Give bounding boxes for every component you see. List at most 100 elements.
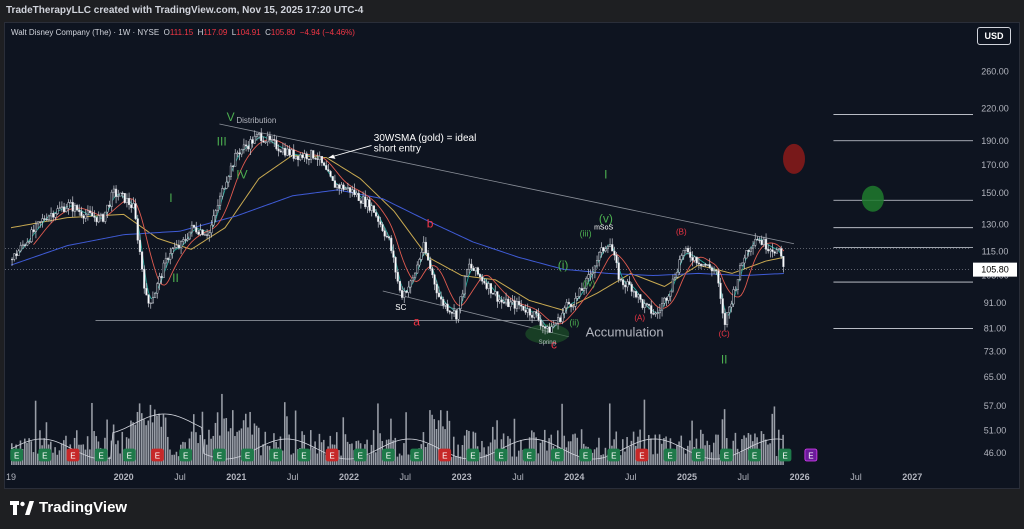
candle-body: [106, 204, 109, 213]
candle-body: [281, 148, 284, 153]
volume-bar: [80, 444, 82, 465]
volume-bar: [405, 412, 407, 465]
candle-body: [537, 313, 540, 321]
candle-body: [600, 247, 603, 253]
candle-body: [60, 206, 63, 208]
volume-bar: [468, 430, 470, 465]
volume-bar: [262, 444, 264, 465]
volume-bar: [747, 433, 750, 465]
earnings-marker: [494, 448, 508, 462]
volume-bar: [138, 403, 141, 465]
volume-bar: [264, 431, 267, 465]
tradingview-logo[interactable]: TradingView: [10, 499, 127, 516]
candle-body: [697, 262, 700, 265]
price-tick-label: 115.00: [982, 246, 1009, 256]
earnings-marker-label: E: [42, 452, 47, 461]
chart-panel[interactable]: Walt Disney Company (The) · 1W · NYSE O1…: [4, 22, 1020, 489]
candle-body: [383, 230, 386, 237]
candle-body: [775, 249, 778, 254]
volume-bar: [136, 411, 139, 465]
volume-bar: [106, 419, 108, 465]
volume-bar: [208, 429, 210, 465]
candle-body: [463, 276, 466, 295]
candle-body: [563, 307, 566, 314]
volume-bar: [459, 456, 462, 465]
volume-bar: [483, 447, 485, 465]
candle-body: [756, 239, 759, 241]
volume-bar: [712, 442, 715, 465]
volume-bar: [147, 420, 150, 465]
wave-label-red: (C): [719, 330, 730, 339]
candle-body: [706, 264, 709, 266]
volume-bar: [442, 426, 444, 465]
volume-bar: [561, 403, 563, 465]
volume-bar: [318, 433, 321, 465]
volume-bar: [732, 440, 735, 465]
volume-bar: [153, 409, 156, 465]
candle-body: [19, 245, 22, 252]
volume-bar: [652, 454, 654, 465]
candle-body: [509, 301, 512, 307]
candle-body: [472, 268, 475, 272]
volume-bar: [580, 429, 583, 465]
msos-label: mSoS: [594, 224, 613, 231]
earnings-marker: [353, 448, 367, 462]
volume-bar: [26, 443, 28, 465]
earnings-marker: [410, 448, 423, 462]
volume-bar: [164, 417, 167, 465]
candle-body: [496, 291, 499, 302]
volume-bar: [370, 444, 373, 465]
earnings-marker-label: E: [98, 452, 103, 461]
candle-body: [251, 139, 254, 144]
candle-body: [426, 252, 430, 261]
volume-bar: [537, 453, 540, 465]
candle-body: [615, 255, 618, 264]
candle-body: [504, 298, 508, 304]
currency-button[interactable]: USD: [977, 27, 1011, 45]
candle-body: [169, 253, 172, 260]
volume-bar: [578, 455, 581, 465]
candle-body: [175, 244, 178, 248]
volume-bar: [56, 454, 59, 465]
close-value: 105.80: [270, 28, 296, 37]
candle-body: [546, 326, 549, 329]
volume-bar: [75, 430, 78, 465]
candle-body: [361, 196, 365, 204]
candle-body: [760, 240, 763, 245]
earnings-marker-label: E: [527, 452, 532, 461]
candle-body: [301, 154, 304, 158]
candle-body: [489, 283, 492, 294]
volume-bar: [654, 434, 657, 465]
candle-body: [39, 221, 42, 223]
price-chart[interactable]: VIIIIVIIII(v)(iii)(i)(iv)(ii)IIbac(B)(A)…: [5, 23, 1019, 488]
candle-body: [219, 195, 222, 206]
volume-bar: [738, 453, 741, 465]
candle-body: [255, 134, 258, 137]
candle-body: [699, 263, 703, 267]
candle-body: [424, 241, 427, 254]
volume-bar: [723, 409, 726, 465]
volume-bar: [149, 404, 152, 465]
volume-bar: [390, 418, 392, 465]
price-tick-label: 190.00: [981, 136, 1009, 146]
candle-body: [576, 295, 579, 299]
candle-body: [355, 192, 358, 196]
volume-bar: [487, 446, 490, 465]
candle-body: [780, 248, 783, 257]
volume-bar: [348, 444, 351, 465]
candle-body: [309, 150, 313, 160]
wave-label-green: III: [217, 134, 227, 148]
candle-body: [400, 290, 404, 298]
candle-body: [429, 259, 432, 269]
price-tick-label: 130.00: [981, 219, 1009, 229]
candle-body: [305, 153, 308, 160]
candle-body: [409, 280, 412, 288]
candle-body: [684, 248, 687, 251]
candle-body: [621, 279, 625, 286]
moving-average-line: [10, 154, 784, 311]
candle-body: [691, 257, 694, 261]
volume-bar: [145, 425, 147, 465]
candle-body: [747, 250, 750, 252]
candle-body: [693, 256, 696, 261]
candle-body: [52, 213, 55, 218]
